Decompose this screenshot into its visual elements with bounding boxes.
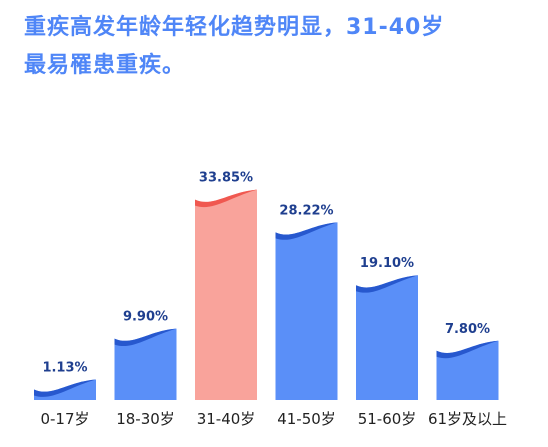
bar-crest [34, 379, 96, 397]
bar-crest [275, 222, 338, 240]
value-label: 1.13% [42, 360, 87, 375]
bar [195, 189, 257, 400]
value-label: 7.80% [445, 322, 490, 337]
bar-crest [356, 275, 418, 293]
chart-title: 最易罹患重疾。 [24, 52, 185, 78]
x-tick-label: 31-40岁 [197, 410, 256, 428]
x-tick-label: 51-60岁 [358, 410, 417, 428]
value-label: 19.10% [360, 256, 414, 271]
bar [114, 328, 177, 400]
value-label: 33.85% [199, 171, 253, 186]
value-label: 28.22% [279, 203, 333, 218]
chart-title: 重疾高发年龄年轻化趋势明显，31-40岁 [24, 14, 444, 40]
x-tick-label: 61岁及以上 [428, 410, 507, 428]
x-tick-label: 41-50岁 [277, 410, 336, 428]
bar-crest [436, 340, 499, 359]
bar [356, 275, 418, 400]
x-tick-label: 18-30岁 [116, 410, 175, 428]
bar-crest [114, 328, 177, 347]
bar-crest [195, 189, 257, 208]
x-tick-label: 0-17岁 [40, 410, 89, 428]
bar [275, 222, 338, 400]
value-label: 9.90% [123, 310, 168, 325]
